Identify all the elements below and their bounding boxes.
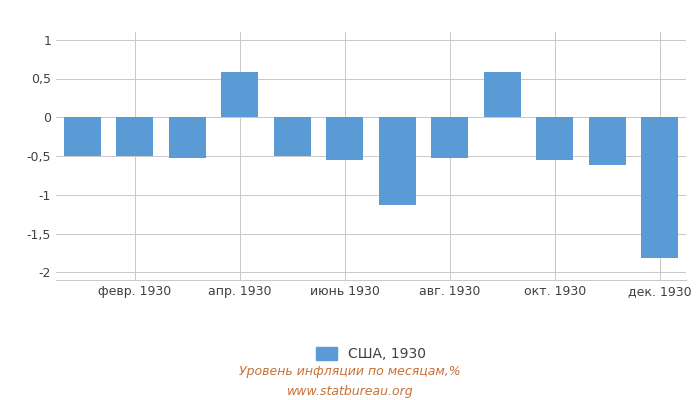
Bar: [641, 117, 678, 258]
Text: Уровень инфляции по месяцам,%: Уровень инфляции по месяцам,%: [239, 366, 461, 378]
Bar: [431, 117, 468, 158]
Text: www.statbureau.org: www.statbureau.org: [287, 386, 413, 398]
Legend: США, 1930: США, 1930: [311, 342, 431, 367]
Bar: [169, 117, 206, 158]
Bar: [64, 117, 101, 156]
Bar: [484, 72, 521, 117]
Bar: [274, 117, 311, 156]
Bar: [116, 117, 153, 156]
Bar: [589, 117, 626, 165]
Bar: [379, 117, 416, 205]
Bar: [326, 117, 363, 160]
Bar: [536, 117, 573, 160]
Bar: [221, 72, 258, 117]
